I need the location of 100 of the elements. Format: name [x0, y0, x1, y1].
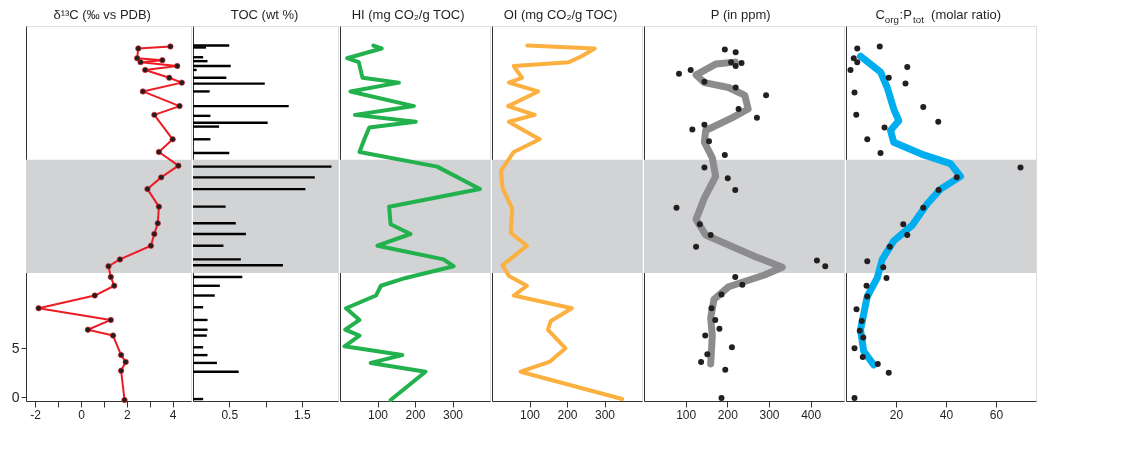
point [935, 187, 942, 194]
point [847, 66, 854, 73]
x-tick-label: 1.5 [293, 407, 311, 422]
bar [193, 121, 268, 124]
x-tick-label: 2 [123, 407, 131, 422]
point [822, 263, 829, 270]
point [858, 317, 865, 324]
point [880, 264, 887, 271]
point [854, 45, 861, 52]
point [735, 106, 742, 112]
point [716, 325, 723, 332]
point [864, 136, 871, 143]
chart-title: HI (mg CO₂/g TOC) [351, 7, 465, 22]
x-tick-label: 4 [169, 407, 177, 422]
point [732, 187, 739, 194]
x-tick-label: 300 [759, 407, 780, 422]
point [732, 63, 739, 70]
y-tick-label: 5 [11, 339, 20, 356]
point [701, 164, 708, 171]
x-tick-label: 0.5 [221, 407, 239, 422]
x-tick-label: 40 [939, 407, 954, 422]
point [724, 175, 731, 182]
bar [193, 258, 241, 261]
bar [193, 82, 265, 85]
point [763, 92, 770, 99]
point [701, 78, 708, 85]
point [856, 327, 863, 334]
point [732, 84, 739, 91]
point [920, 204, 927, 211]
point [701, 121, 708, 128]
point [883, 274, 890, 281]
point [1017, 164, 1024, 171]
bar [193, 334, 207, 337]
point [853, 111, 860, 118]
point [712, 316, 719, 323]
x-tick-label: 300 [594, 407, 616, 422]
point [874, 360, 881, 367]
point [885, 369, 892, 376]
point [850, 55, 857, 62]
point [753, 114, 760, 121]
point [676, 70, 682, 77]
point [851, 395, 858, 402]
x-tick-label: 200 [557, 407, 578, 422]
point [953, 174, 960, 181]
x-tick-label: 400 [801, 407, 822, 422]
point [728, 59, 735, 66]
x-tick-label: 200 [405, 407, 426, 422]
point [904, 64, 911, 71]
point [708, 305, 715, 312]
point [739, 281, 746, 288]
x-tick-label: 200 [717, 407, 739, 422]
x-tick-label: 100 [676, 407, 697, 422]
point [721, 46, 728, 53]
point [885, 74, 892, 81]
x-tick-label: 20 [889, 407, 904, 422]
point [689, 126, 696, 133]
point [732, 49, 739, 56]
x-tick-label: 60 [989, 407, 1004, 422]
point [854, 59, 861, 66]
bar [193, 205, 226, 208]
point [687, 66, 694, 73]
bar [193, 44, 230, 47]
point [876, 43, 883, 50]
point [702, 332, 709, 339]
point [813, 257, 820, 264]
bar [193, 165, 332, 168]
point [853, 306, 860, 313]
x-tick-label: 100 [519, 407, 541, 422]
point [920, 104, 927, 111]
point [706, 138, 712, 145]
bar [193, 176, 315, 179]
point [864, 258, 871, 265]
x-tick-label: 0 [78, 407, 86, 422]
point [886, 243, 893, 250]
point [935, 118, 942, 125]
point [860, 334, 867, 341]
point [881, 124, 888, 131]
x-tick-label: 300 [442, 407, 464, 422]
point [673, 204, 680, 211]
x-tick-label: 100 [367, 407, 389, 422]
point [732, 273, 739, 280]
point [902, 80, 909, 87]
point [877, 149, 884, 156]
point [718, 291, 725, 298]
point [721, 151, 728, 158]
point [722, 366, 729, 373]
bar [193, 294, 215, 297]
chart-title: TOC (wt %) [230, 7, 299, 22]
point [728, 344, 735, 351]
point [864, 293, 871, 300]
point [698, 358, 705, 365]
point [904, 231, 911, 238]
point [704, 351, 711, 358]
point [718, 395, 725, 402]
point [859, 354, 866, 361]
point [851, 89, 858, 96]
point [696, 221, 703, 228]
point [707, 231, 714, 238]
chart-title: P (in ppm) [710, 7, 771, 22]
chart-title: OI (mg CO₂/g TOC) [503, 7, 618, 22]
